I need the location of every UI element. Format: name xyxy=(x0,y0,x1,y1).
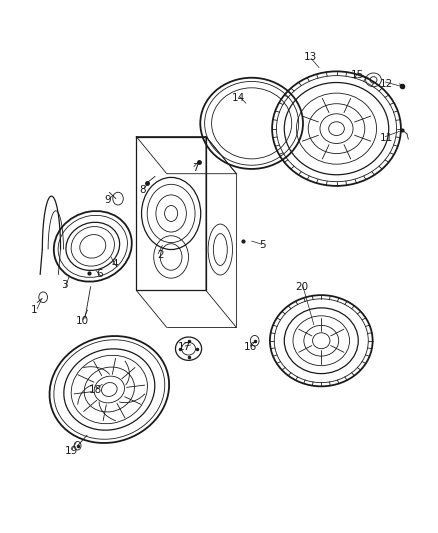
Text: 1: 1 xyxy=(31,305,37,315)
Text: 11: 11 xyxy=(380,133,393,143)
Text: 3: 3 xyxy=(61,280,68,290)
Text: 7: 7 xyxy=(192,164,198,173)
Text: 2: 2 xyxy=(157,250,163,260)
Text: 15: 15 xyxy=(351,70,364,79)
Text: 6: 6 xyxy=(96,270,102,279)
Text: 19: 19 xyxy=(64,446,78,456)
Text: 16: 16 xyxy=(244,342,257,352)
Text: 17: 17 xyxy=(177,342,191,352)
Text: 14: 14 xyxy=(232,93,245,103)
Text: 9: 9 xyxy=(105,195,111,205)
Text: 20: 20 xyxy=(295,281,308,292)
Text: 8: 8 xyxy=(140,184,146,195)
Text: 5: 5 xyxy=(259,240,266,251)
Text: 12: 12 xyxy=(380,78,393,88)
Text: 18: 18 xyxy=(88,384,102,394)
Text: 13: 13 xyxy=(304,52,317,62)
Text: 10: 10 xyxy=(75,316,88,326)
Text: 4: 4 xyxy=(111,259,118,269)
